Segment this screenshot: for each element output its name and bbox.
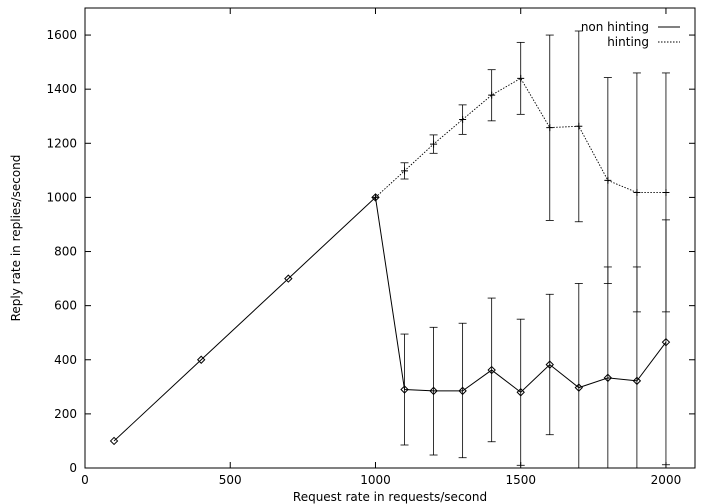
series-lines <box>113 77 667 442</box>
y-tick-label: 0 <box>69 461 77 475</box>
markers <box>109 74 671 446</box>
y-tick-label: 1400 <box>46 82 77 96</box>
series-line-non-hinting <box>113 196 667 442</box>
y-tick-label: 400 <box>54 353 77 367</box>
error-bar-non-hinting <box>603 266 612 469</box>
data-point-non-hinting <box>429 386 438 396</box>
data-point-non-hinting <box>632 376 642 386</box>
data-point-non-hinting <box>284 274 293 283</box>
data-point-hinting <box>488 91 496 99</box>
data-point-non-hinting <box>516 388 525 397</box>
x-tick-label: 500 <box>219 473 242 487</box>
data-point-non-hinting <box>109 436 119 446</box>
data-point-non-hinting <box>574 383 584 392</box>
data-point-non-hinting <box>400 385 409 394</box>
y-tick-label: 600 <box>54 299 77 313</box>
x-tick-label: 2000 <box>651 473 682 487</box>
data-point-hinting <box>546 124 554 132</box>
x-tick-label: 1000 <box>360 473 391 487</box>
y-tick-label: 1600 <box>46 28 77 42</box>
x-tick-label: 1500 <box>505 473 536 487</box>
error-bar-non-hinting <box>574 283 583 469</box>
axes: 0 500 1000 1500 2000 0 200 400 600 800 1000 1200 140… <box>46 7 696 487</box>
data-point-non-hinting <box>458 386 467 396</box>
x-axis-label: Request rate in requests/second <box>293 490 487 504</box>
data-point-non-hinting <box>487 365 496 375</box>
data-point-non-hinting <box>545 360 554 369</box>
x-tick-label: 0 <box>81 473 89 487</box>
y-tick-label: 1000 <box>46 190 77 204</box>
y-axis-label: Reply rate in replies/second <box>9 155 23 322</box>
data-point-hinting <box>430 140 438 148</box>
data-point-hinting <box>662 189 670 197</box>
legend-label-hinting: hinting <box>607 35 649 49</box>
data-point-hinting <box>517 74 525 82</box>
data-point-hinting <box>401 167 409 175</box>
y-tick-label: 1200 <box>46 136 77 150</box>
data-point-non-hinting <box>196 355 206 364</box>
legend-label-non-hinting: non hinting <box>581 20 649 34</box>
y-tick-label: 200 <box>54 407 77 421</box>
data-point-non-hinting <box>661 337 671 347</box>
y-tick-label: 800 <box>54 245 77 259</box>
data-point-hinting <box>575 122 583 130</box>
data-point-non-hinting <box>603 373 613 383</box>
data-point-hinting <box>371 193 379 201</box>
data-point-hinting <box>459 115 467 123</box>
error-bars <box>400 30 670 469</box>
data-point-hinting <box>604 176 612 184</box>
plot-frame <box>84 7 696 469</box>
data-point-hinting <box>633 189 641 197</box>
